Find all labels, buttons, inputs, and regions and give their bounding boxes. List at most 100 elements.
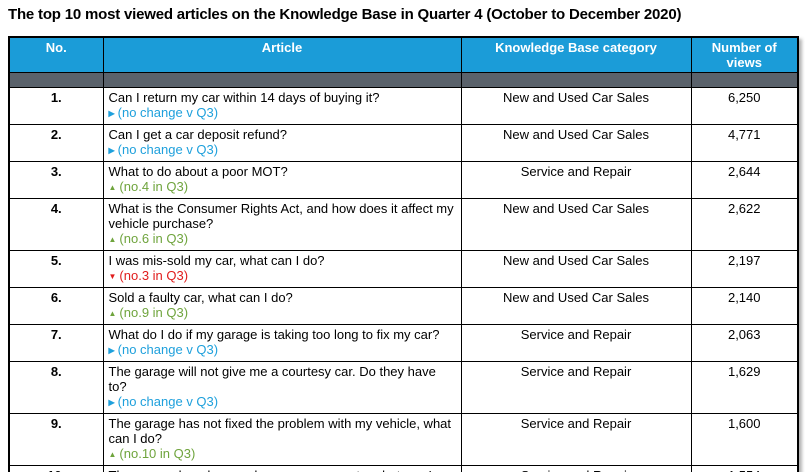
trend-text: (no change v Q3) xyxy=(117,342,219,357)
header-article: Article xyxy=(102,36,462,73)
trend-up-icon: ▲ xyxy=(108,235,117,244)
trend-indicator: ▲ (no.6 in Q3) xyxy=(109,231,456,248)
article-cell: The garage has not fixed the problem wit… xyxy=(102,413,462,466)
table-row: 3. What to do about a poor MOT? ▲ (no.4 i… xyxy=(8,161,799,199)
category-cell: Service and Repair xyxy=(460,465,692,472)
views-cell: 1,554 xyxy=(690,465,799,472)
trend-text: (no change v Q3) xyxy=(117,394,219,409)
article-cell: Can I get a car deposit refund? ▶ (no cha… xyxy=(102,124,462,162)
rank-number: 7. xyxy=(8,324,104,362)
header-no: No. xyxy=(8,36,104,73)
article-title: The garage will not give me a courtesy c… xyxy=(108,364,436,394)
category-cell: Service and Repair xyxy=(460,413,692,466)
category-cell: New and Used Car Sales xyxy=(460,87,692,125)
trend-indicator: ▶ (no change v Q3) xyxy=(109,142,456,159)
views-cell: 2,644 xyxy=(690,161,799,199)
category-cell: Service and Repair xyxy=(460,324,692,362)
views-cell: 2,197 xyxy=(690,250,799,288)
article-title: I was mis-sold my car, what can I do? xyxy=(108,253,325,268)
trend-text: (no.10 in Q3) xyxy=(119,446,196,461)
category-cell: New and Used Car Sales xyxy=(460,250,692,288)
trend-text: (no.4 in Q3) xyxy=(119,179,189,194)
table-row: 9. The garage has not fixed the problem … xyxy=(8,413,799,466)
trend-indicator: ▶ (no change v Q3) xyxy=(109,105,456,122)
category-cell: Service and Repair xyxy=(460,361,692,414)
article-title: The garage has not fixed the problem wit… xyxy=(108,416,452,446)
table-row: 2. Can I get a car deposit refund? ▶ (no … xyxy=(8,124,799,162)
header-category: Knowledge Base category xyxy=(460,36,692,73)
trend-indicator: ▶ (no change v Q3) xyxy=(109,342,456,359)
table-row: 6. Sold a faulty car, what can I do? ▲ (n… xyxy=(8,287,799,325)
article-cell: The garage will not give me a courtesy c… xyxy=(102,361,462,414)
trend-down-icon: ▼ xyxy=(108,272,117,281)
category-cell: New and Used Car Sales xyxy=(460,287,692,325)
spacer-row xyxy=(8,72,799,88)
article-cell: The garage has damaged my car or propert… xyxy=(102,465,462,472)
article-title: Can I return my car within 14 days of bu… xyxy=(108,90,380,105)
spacer-cell xyxy=(690,72,799,88)
views-cell: 2,140 xyxy=(690,287,799,325)
article-cell: What do I do if my garage is taking too … xyxy=(102,324,462,362)
table-header: No. Article Knowledge Base category Numb… xyxy=(8,36,799,73)
table-row: 8. The garage will not give me a courtes… xyxy=(8,361,799,414)
trend-up-icon: ▲ xyxy=(108,183,117,192)
trend-text: (no.9 in Q3) xyxy=(119,305,189,320)
trend-same-icon: ▶ xyxy=(108,398,115,407)
rank-number: 9. xyxy=(8,413,104,466)
rank-number: 6. xyxy=(8,287,104,325)
trend-text: (no.3 in Q3) xyxy=(119,268,189,283)
article-cell: Sold a faulty car, what can I do? ▲ (no.9… xyxy=(102,287,462,325)
rank-number: 1. xyxy=(8,87,104,125)
header-views: Number of views xyxy=(690,36,799,73)
article-title: Sold a faulty car, what can I do? xyxy=(108,290,293,305)
views-cell: 2,063 xyxy=(690,324,799,362)
spacer-cell xyxy=(460,72,692,88)
trend-same-icon: ▶ xyxy=(108,146,115,155)
views-cell: 1,629 xyxy=(690,361,799,414)
category-cell: Service and Repair xyxy=(460,161,692,199)
rank-number: 5. xyxy=(8,250,104,288)
article-cell: What to do about a poor MOT? ▲ (no.4 in Q… xyxy=(102,161,462,199)
trend-indicator: ▲ (no.4 in Q3) xyxy=(109,179,456,196)
article-cell: What is the Consumer Rights Act, and how… xyxy=(102,198,462,251)
trend-same-icon: ▶ xyxy=(108,109,115,118)
category-cell: New and Used Car Sales xyxy=(460,124,692,162)
table-row: 5. I was mis-sold my car, what can I do?… xyxy=(8,250,799,288)
views-cell: 4,771 xyxy=(690,124,799,162)
rank-number: 3. xyxy=(8,161,104,199)
trend-up-icon: ▲ xyxy=(108,309,117,318)
table-row: 4. What is the Consumer Rights Act, and … xyxy=(8,198,799,251)
trend-text: (no change v Q3) xyxy=(117,105,219,120)
top-articles-table: No. Article Knowledge Base category Numb… xyxy=(8,36,799,472)
trend-indicator: ▶ (no change v Q3) xyxy=(109,394,456,411)
article-cell: Can I return my car within 14 days of bu… xyxy=(102,87,462,125)
rank-number: 2. xyxy=(8,124,104,162)
views-cell: 6,250 xyxy=(690,87,799,125)
trend-text: (no change v Q3) xyxy=(117,142,219,157)
views-cell: 1,600 xyxy=(690,413,799,466)
article-title: What to do about a poor MOT? xyxy=(108,164,288,179)
table-row: 7. What do I do if my garage is taking t… xyxy=(8,324,799,362)
article-title: What is the Consumer Rights Act, and how… xyxy=(108,201,454,231)
table-body: 1. Can I return my car within 14 days of… xyxy=(8,72,799,472)
rank-number: 10. xyxy=(8,465,104,472)
page-title: The top 10 most viewed articles on the K… xyxy=(8,6,682,23)
article-cell: I was mis-sold my car, what can I do? ▼(… xyxy=(102,250,462,288)
rank-number: 8. xyxy=(8,361,104,414)
trend-indicator: ▼ (no.3 in Q3) xyxy=(109,268,456,285)
trend-indicator: ▲ (no.9 in Q3) xyxy=(109,305,456,322)
spacer-cell xyxy=(102,72,462,88)
article-title: Can I get a car deposit refund? xyxy=(108,127,288,142)
rank-number: 4. xyxy=(8,198,104,251)
trend-same-icon: ▶ xyxy=(108,346,115,355)
spacer-cell xyxy=(8,72,104,88)
table-row: 10. The garage has damaged my car or pro… xyxy=(8,465,799,472)
table-row: 1. Can I return my car within 14 days of… xyxy=(8,87,799,125)
article-title: The garage has damaged my car or propert… xyxy=(109,468,456,472)
views-cell: 2,622 xyxy=(690,198,799,251)
trend-indicator: ▲ (no.10 in Q3) xyxy=(109,446,456,463)
trend-up-icon: ▲ xyxy=(108,450,117,459)
category-cell: New and Used Car Sales xyxy=(460,198,692,251)
header-row: No. Article Knowledge Base category Numb… xyxy=(8,36,799,73)
